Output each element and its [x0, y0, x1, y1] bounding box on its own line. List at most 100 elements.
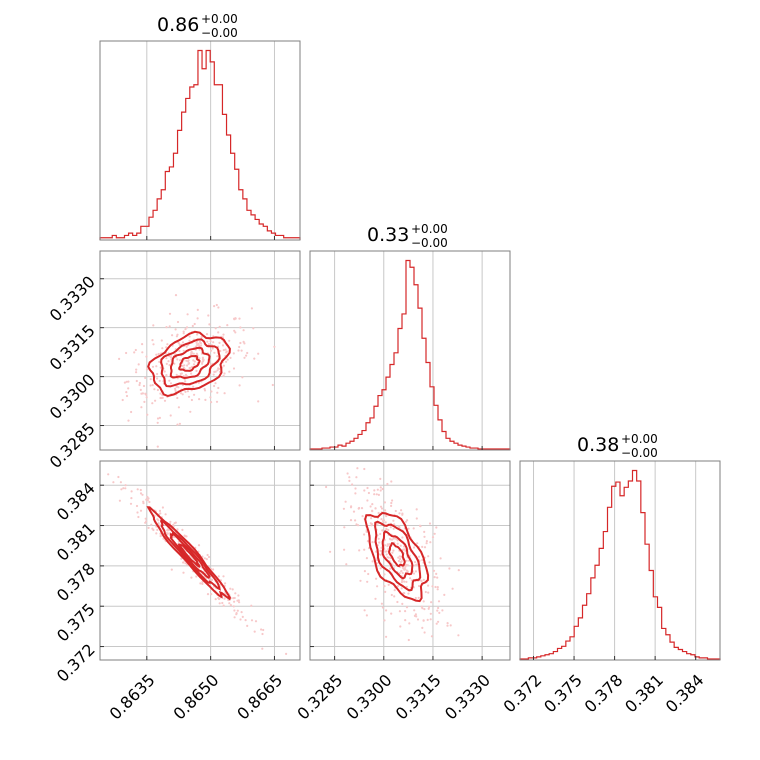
sample-point	[250, 307, 253, 310]
sample-point	[161, 347, 164, 350]
sample-point	[151, 365, 155, 368]
sample-point	[218, 602, 221, 605]
sample-point	[253, 630, 256, 633]
sample-point	[188, 335, 191, 338]
sample-point	[377, 511, 380, 515]
sample-point	[186, 313, 189, 316]
sample-point	[229, 604, 232, 607]
sample-point	[145, 355, 148, 358]
title-param-0-err-plus: +0.00	[201, 12, 238, 26]
y-tick-label: 0.381	[53, 519, 99, 565]
sample-point	[359, 579, 362, 582]
sample-point	[388, 543, 391, 546]
sample-point	[352, 510, 356, 513]
sample-point	[369, 505, 372, 508]
sample-point	[238, 317, 241, 320]
sample-point	[207, 343, 210, 346]
sample-point	[373, 493, 376, 496]
title-param-0: 0.86	[157, 14, 199, 36]
sample-point	[387, 556, 390, 559]
sample-point	[229, 356, 232, 359]
sample-point	[357, 524, 360, 527]
sample-point	[423, 608, 426, 611]
sample-point	[383, 585, 386, 588]
density-contour	[364, 511, 430, 603]
sample-point	[399, 557, 402, 561]
sample-point	[203, 557, 206, 560]
sample-point	[401, 602, 404, 606]
sample-point	[431, 585, 434, 588]
sample-point	[365, 614, 368, 617]
sample-point	[385, 528, 388, 531]
x-tick-label: 0.8635	[106, 670, 159, 723]
sample-point	[200, 336, 203, 339]
sample-point	[421, 626, 424, 630]
sample-point	[381, 606, 384, 609]
sample-point	[204, 398, 207, 401]
sample-point	[403, 592, 406, 595]
sample-point	[426, 618, 429, 622]
sample-point	[238, 345, 241, 349]
y-tick-label: 0.3300	[46, 370, 99, 423]
sample-point	[414, 596, 417, 600]
sample-point	[213, 305, 216, 308]
sample-point	[136, 511, 139, 514]
sample-point	[138, 381, 141, 385]
sample-point	[184, 380, 187, 383]
sample-point	[182, 349, 185, 352]
sample-point	[446, 624, 449, 627]
sample-point	[233, 600, 236, 603]
sample-point	[156, 377, 159, 380]
sample-point	[386, 543, 389, 546]
sample-point	[210, 390, 213, 393]
title-param-2-err-plus: +0.00	[621, 432, 658, 446]
sample-point	[377, 493, 380, 496]
sample-point	[378, 541, 381, 544]
sample-point	[425, 542, 428, 545]
sample-point	[130, 410, 133, 414]
y-tick-label: 0.3330	[46, 272, 99, 325]
sample-point	[225, 350, 228, 353]
sample-point	[221, 344, 225, 347]
sample-point	[207, 555, 211, 559]
sample-point	[192, 363, 196, 366]
sample-point	[422, 578, 425, 581]
sample-point	[429, 618, 432, 621]
sample-point	[427, 584, 430, 587]
sample-point	[151, 402, 154, 405]
sample-point	[233, 329, 236, 332]
sample-point	[223, 372, 226, 375]
sample-point	[344, 500, 347, 503]
sample-point	[217, 367, 221, 370]
sample-point	[383, 573, 386, 576]
sample-point	[160, 339, 163, 342]
sample-point	[145, 498, 148, 501]
sample-point	[222, 349, 225, 352]
sample-point	[416, 618, 420, 621]
sample-point	[405, 585, 408, 588]
sample-point	[147, 526, 150, 530]
sample-point	[414, 561, 417, 564]
title-param-1: 0.33	[367, 224, 409, 246]
sample-point	[387, 528, 390, 532]
sample-point	[384, 521, 387, 524]
sample-point	[351, 483, 354, 486]
sample-point	[222, 374, 225, 377]
sample-point	[237, 349, 240, 352]
sample-point	[441, 609, 444, 612]
sample-point	[199, 582, 202, 585]
sample-point	[169, 414, 172, 417]
sample-point	[380, 507, 384, 510]
sample-point	[157, 352, 160, 356]
sample-point	[181, 393, 184, 396]
sample-point	[342, 507, 345, 510]
sample-point	[174, 328, 177, 331]
sample-point	[150, 523, 153, 526]
sample-point	[254, 620, 258, 623]
sample-point	[189, 366, 192, 369]
sample-point	[215, 400, 219, 403]
title-param-1-err-minus: −0.00	[411, 236, 448, 250]
sample-point	[214, 382, 217, 385]
sample-point	[208, 578, 211, 582]
sample-point	[212, 341, 215, 344]
